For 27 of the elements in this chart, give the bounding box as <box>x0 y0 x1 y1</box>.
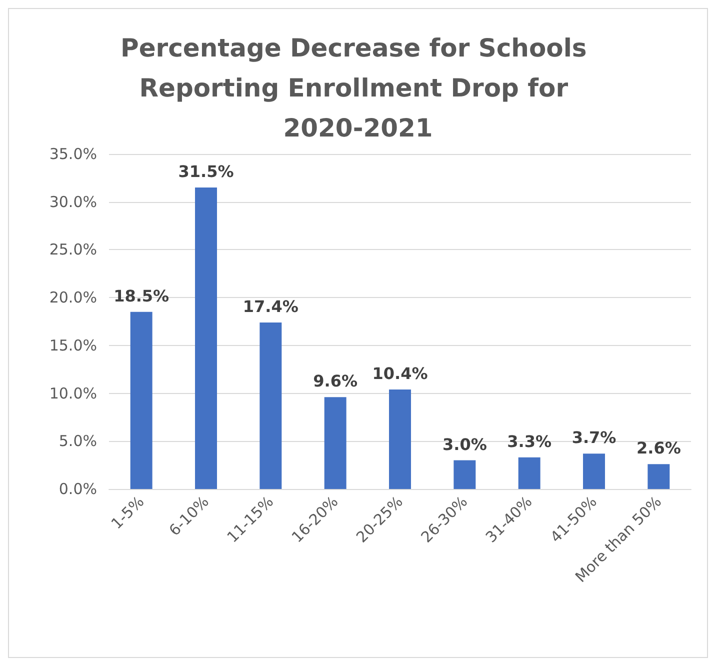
data-label: 18.5% <box>114 286 170 306</box>
bar <box>389 389 411 489</box>
y-tick-label: 25.0% <box>49 240 97 259</box>
bar <box>518 457 540 489</box>
data-label: 17.4% <box>242 296 298 316</box>
bar <box>195 188 217 489</box>
data-label: 9.6% <box>313 372 358 391</box>
bar <box>130 312 152 489</box>
y-tick-label: 0.0% <box>58 480 97 498</box>
y-tick-label: 20.0% <box>49 288 97 307</box>
y-tick-label: 10.0% <box>49 384 97 402</box>
y-tick-label: 35.0% <box>49 145 97 163</box>
y-tick-label: 30.0% <box>49 192 97 211</box>
data-label: 2.6% <box>636 438 681 458</box>
y-tick-label: 15.0% <box>49 336 97 354</box>
bar <box>648 464 670 489</box>
chart-title: Percentage Decrease for Schools Reporting Enrollment Drop for 2020-2021 <box>120 34 596 142</box>
y-tick-label: 5.0% <box>58 432 97 450</box>
data-label: 3.7% <box>572 428 616 448</box>
data-label: 3.0% <box>442 434 487 454</box>
bar <box>324 397 346 489</box>
bar <box>454 460 476 489</box>
data-label: 10.4% <box>372 364 428 383</box>
data-label: 3.3% <box>507 432 552 451</box>
bar <box>260 322 282 489</box>
data-label: 31.5% <box>178 162 234 181</box>
bar <box>583 454 605 489</box>
